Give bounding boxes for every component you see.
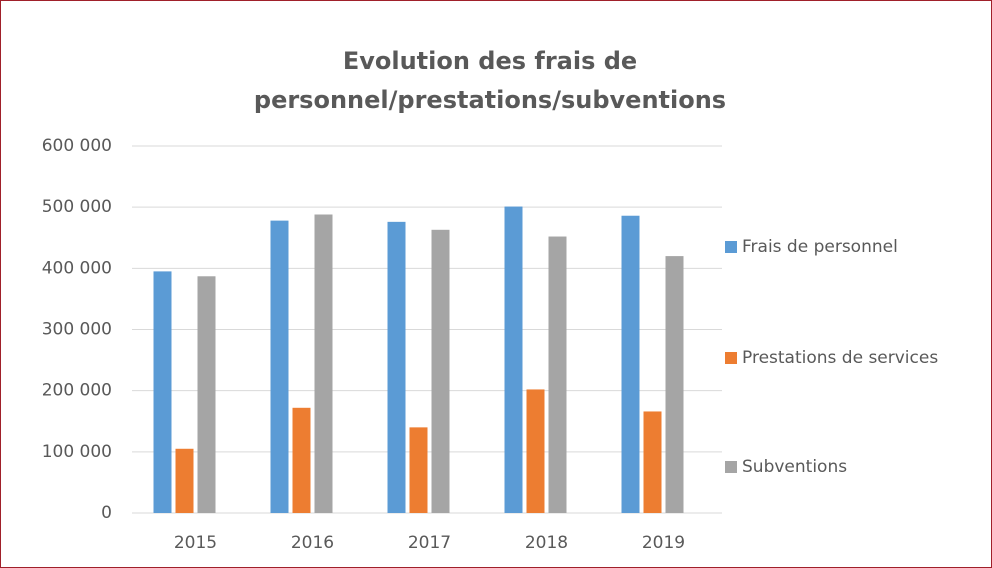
y-tick-label: 100 000 (42, 442, 112, 462)
y-tick-label: 300 000 (42, 320, 112, 340)
y-tick-label: 200 000 (42, 381, 112, 401)
bar (314, 214, 333, 514)
bar (292, 407, 311, 513)
legend-swatch (725, 352, 737, 364)
x-tick-label: 2015 (174, 533, 217, 553)
bar (548, 236, 567, 513)
x-tick-label: 2016 (291, 533, 334, 553)
y-tick-label: 500 000 (42, 197, 112, 217)
y-tick-label: 600 000 (42, 136, 112, 156)
y-tick-label: 0 (101, 503, 112, 523)
x-tick-label: 2018 (525, 533, 568, 553)
chart-title: Evolution des frais de (343, 47, 637, 75)
legend-label: Frais de personnel (742, 237, 898, 257)
bar (153, 271, 172, 513)
bar (409, 427, 428, 513)
bar (643, 411, 662, 513)
bar (665, 256, 684, 513)
bar (504, 206, 523, 513)
bar (387, 221, 406, 513)
legend-swatch (725, 461, 737, 473)
bar (197, 276, 216, 513)
bar (621, 215, 640, 514)
legend-swatch (725, 241, 737, 253)
x-tick-label: 2019 (642, 533, 685, 553)
legend-label: Subventions (742, 457, 847, 477)
bar (526, 389, 545, 513)
y-tick-label: 400 000 (42, 258, 112, 278)
bar (175, 448, 194, 513)
legend-label: Prestations de services (742, 348, 938, 368)
bar (270, 220, 289, 513)
x-tick-label: 2017 (408, 533, 451, 553)
bar (431, 229, 450, 513)
chart-title: personnel/prestations/subventions (254, 86, 726, 114)
